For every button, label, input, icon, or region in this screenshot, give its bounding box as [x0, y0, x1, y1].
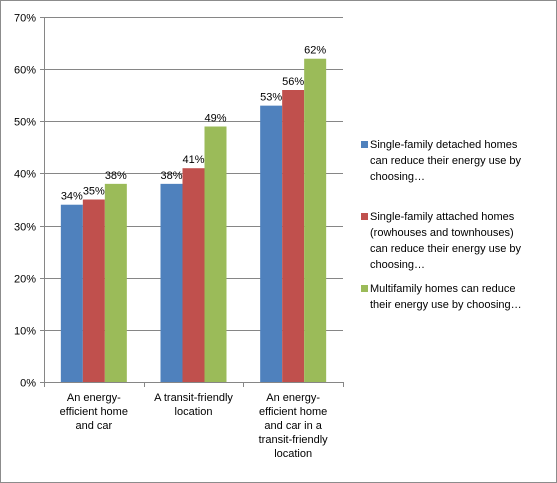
bar [160, 183, 183, 382]
y-tick-label: 50% [14, 117, 36, 129]
y-tick-label: 0% [20, 378, 36, 390]
legend-item: Single-family detached homes can reduce t… [361, 137, 550, 185]
bar [60, 204, 83, 382]
legend-label-line: choosing… [370, 171, 426, 183]
y-tick-label: 10% [14, 326, 36, 338]
legend-swatch [361, 285, 368, 292]
legend-item: Single-family attached homes (rowhouses a… [361, 209, 550, 273]
bar [82, 199, 105, 382]
data-label: 38% [160, 170, 182, 182]
y-tick-label: 70% [14, 13, 36, 25]
data-label: 34% [61, 191, 83, 203]
legend-label-line: (rowhouses and townhouses) [370, 227, 514, 239]
legend-label-line: choosing… [370, 259, 426, 271]
y-tick-label: 30% [14, 222, 36, 234]
legend-label-line: Single-family attached homes [370, 211, 515, 223]
data-label: 62% [304, 45, 326, 57]
legend-swatch [361, 141, 368, 148]
x-category-label: An energy-efficient home and car [44, 391, 144, 433]
legend-label-line: can reduce their energy use by [370, 243, 522, 255]
bar [182, 168, 205, 382]
x-category-label-line: efficient home [59, 406, 128, 418]
data-label: 49% [204, 113, 226, 125]
x-category-label-line: An energy- [266, 392, 321, 404]
bar [204, 126, 227, 382]
data-label: 38% [105, 170, 127, 182]
x-category-label-line: efficient home [259, 406, 328, 418]
x-category-label-line: and car [75, 420, 113, 432]
x-category-label-line: location [174, 406, 213, 418]
legend-label-line: Multifamily homes can reduce [370, 283, 516, 295]
data-label: 56% [282, 76, 304, 88]
legend-label-line: their energy use by choosing… [370, 299, 522, 311]
data-label: 41% [182, 154, 204, 166]
bar [104, 183, 127, 382]
legend-item: Multifamily homes can reduce their energy… [361, 281, 550, 313]
data-label: 53% [260, 92, 282, 104]
legend-swatch [361, 213, 368, 220]
bar [282, 90, 305, 382]
bar [260, 105, 283, 383]
y-tick-label: 60% [14, 65, 36, 77]
y-tick-label: 20% [14, 274, 36, 286]
data-label: 35% [83, 186, 105, 198]
legend-label-line: can reduce their energy use by [370, 155, 522, 167]
bar [304, 58, 327, 382]
y-tick-label: 40% [14, 169, 36, 181]
legend-label-line: Single-family detached homes [370, 139, 518, 151]
x-category-label-line: An energy- [66, 392, 121, 404]
x-category-label: A transit-friendly location [144, 391, 244, 419]
x-category-label-line: transit-friendly [258, 434, 328, 446]
x-category-label: An energy-efficient home and car in a tran… [243, 391, 343, 461]
x-category-label-line: location [274, 448, 313, 460]
x-category-label-line: A transit-friendly [154, 392, 233, 404]
x-category-label-line: and car in a [264, 420, 322, 432]
